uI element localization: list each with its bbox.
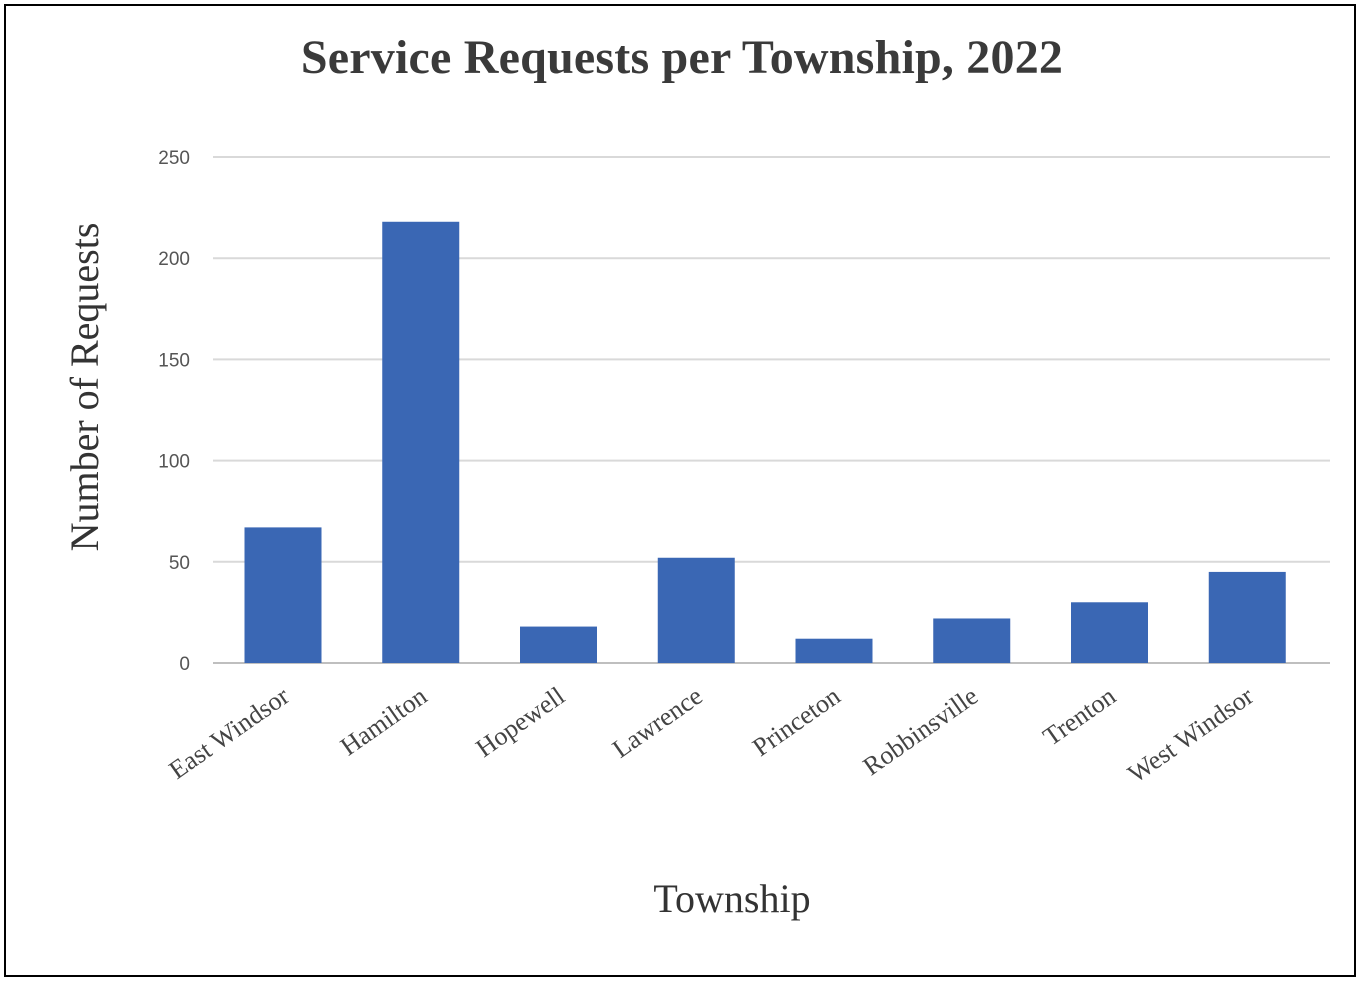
- y-tick-label: 150: [158, 350, 190, 371]
- bar-robbinsville: [933, 618, 1011, 663]
- bar-east-windsor: [244, 527, 322, 663]
- y-tick-label: 100: [158, 452, 190, 473]
- y-tick-label: 200: [158, 249, 190, 270]
- x-axis-label: Township: [653, 876, 810, 921]
- bar-lawrence: [657, 557, 735, 663]
- x-tick-label: Hopewell: [470, 681, 569, 763]
- x-tick-label: West Windsor: [1123, 681, 1259, 789]
- x-tick-label: East Windsor: [164, 681, 295, 785]
- bar-west-windsor: [1208, 571, 1286, 663]
- y-tick-label: 0: [179, 654, 190, 675]
- bars: [244, 221, 1286, 663]
- chart-title: Service Requests per Township, 2022: [300, 31, 1064, 84]
- bar-hamilton: [382, 221, 460, 663]
- chart-frame: [4, 4, 1356, 977]
- x-axis-ticks: East Windsor Hamilton Hopewell Lawrence Prin…: [164, 681, 1259, 789]
- x-tick-label: Lawrence: [607, 681, 708, 764]
- x-tick-label: Trenton: [1038, 681, 1121, 751]
- x-tick-label: Robbinsville: [858, 681, 984, 781]
- bar-princeton: [795, 638, 873, 663]
- bar-trenton: [1071, 602, 1148, 663]
- y-tick-label: 50: [169, 553, 190, 574]
- x-tick-label: Princeton: [747, 681, 845, 762]
- y-axis-label: Number of Requests: [62, 223, 107, 552]
- y-axis-ticks: 0 50 100 150 200 250: [158, 148, 190, 675]
- bar-hopewell: [520, 626, 597, 663]
- x-tick-label: Hamilton: [335, 681, 432, 761]
- y-tick-label: 250: [158, 148, 190, 169]
- gridlines: [213, 156, 1330, 664]
